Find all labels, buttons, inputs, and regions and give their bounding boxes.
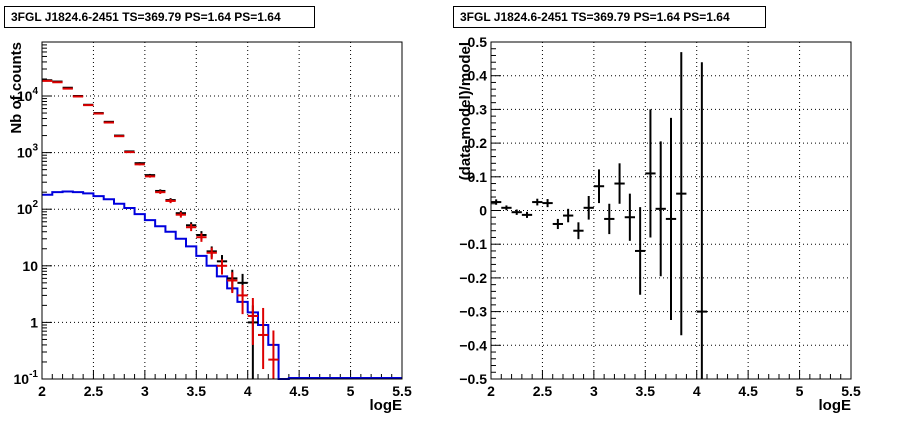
residuals-x-axis-title: logE [819,397,852,414]
y-tick-label: 0.3 [468,101,488,117]
residual-point [696,62,707,379]
residual-point [624,193,635,241]
residual-point [655,141,666,277]
y-tick-label: 0.4 [468,68,488,84]
residuals-plot: 2 2.5 3 3.5 4 4.5 5 5.5 −0.5 −0.4 −0.3 −0.2 −0.1 0 0.1… [457,34,861,414]
x-tick-label: 5.5 [392,383,412,399]
residual-point [635,207,646,295]
residual-point [676,52,687,336]
residual-point [573,222,584,240]
counts-y-axis-title: Nb of counts [8,42,25,134]
residual-point [665,117,677,321]
x-tick-label: 4 [693,383,701,399]
y-tick-label: 0.1 [468,169,488,185]
residual-point [511,209,522,215]
residual-point [552,218,563,230]
x-tick-label: 3 [141,383,149,399]
y-tick-label: 0 [479,203,487,219]
x-tick-label: 2.5 [533,383,553,399]
counts-red-point [93,112,104,115]
y-tick-label: −0.2 [459,270,487,286]
residual-point [604,203,615,235]
y-tick-label: −0.3 [459,304,487,320]
residual-point [501,205,512,211]
counts-red-point [155,190,166,194]
counts-red-point [268,330,279,379]
residuals-y-axis-title: (data-model)/model [457,42,474,180]
counts-red-point [216,259,228,275]
x-tick-label: 3 [590,383,598,399]
residual-point [542,199,553,208]
counts-red-point [165,198,176,204]
x-tick-label: 5.5 [841,383,861,399]
y-tick-label: −0.5 [459,371,487,387]
counts-red-point [144,175,156,178]
x-tick-label: 3.5 [187,383,207,399]
counts-red-point [258,307,269,370]
x-tick-label: 5 [796,383,804,399]
y-tick-label: 1 [30,314,38,330]
counts-frame [41,41,403,380]
counts-red-point [103,121,114,124]
y-tick-label: −0.4 [459,337,487,353]
x-tick-label: 5 [347,383,355,399]
x-tick-label: 3.5 [636,383,656,399]
counts-red-point [196,233,207,242]
residuals-plot-title: 3FGL J1824.6-2451 TS=369.79 PS=1.64 PS=1… [453,6,766,28]
x-tick-label: 2 [487,383,495,399]
y-tick-label: 104 [17,86,39,104]
counts-red-point [175,212,186,218]
y-tick-label: 10 [22,258,38,274]
residual-point [521,211,533,218]
residuals-panel: 2 2.5 3 3.5 4 4.5 5 5.5 −0.5 −0.4 −0.3 −0.2 −0.1 0 0.1… [449,0,898,421]
residual-point [614,163,625,204]
y-tick-label: 0.5 [468,34,488,50]
residual-point [583,196,594,220]
counts-panel: 2 2.5 3 3.5 4 4.5 5 5.5 10-1 1 10 102 103 104 logE Nb o… [4,6,412,414]
y-tick-label: 102 [17,199,39,217]
y-tick-label: −0.1 [459,236,487,252]
residual-point [645,109,656,238]
counts-red-point [206,247,217,260]
counts-red-point [186,223,197,232]
counts-x-axis-title: logE [370,397,403,414]
counts-red-point [114,135,125,138]
x-tick-label: 2.5 [84,383,104,399]
residual-point [532,198,543,206]
counts-red-point [247,297,258,345]
x-tick-label: 4.5 [289,383,309,399]
residual-point [491,199,502,205]
residual-point [593,169,605,204]
x-tick-label: 4.5 [738,383,758,399]
model-histogram [42,190,402,380]
x-tick-label: 2 [38,383,46,399]
counts-red-point [83,104,94,107]
counts-plot-title: 3FGL J1824.6-2451 TS=369.79 PS=1.64 PS=1… [4,6,315,28]
counts-red-point [237,284,248,315]
x-tick-label: 4 [244,383,252,399]
residual-point [563,208,574,223]
counts-plot: 2 2.5 3 3.5 4 4.5 5 5.5 10-1 1 10 102 103 104 logE Nb o… [8,41,412,414]
y-tick-label: 0.2 [468,135,488,151]
y-tick-label: 103 [17,143,39,161]
y-tick-label: 10-1 [14,369,39,387]
counts-red-point [124,151,135,154]
residuals-frame [490,41,852,380]
counts-red-point [227,272,238,294]
counts-red-point [134,163,145,166]
